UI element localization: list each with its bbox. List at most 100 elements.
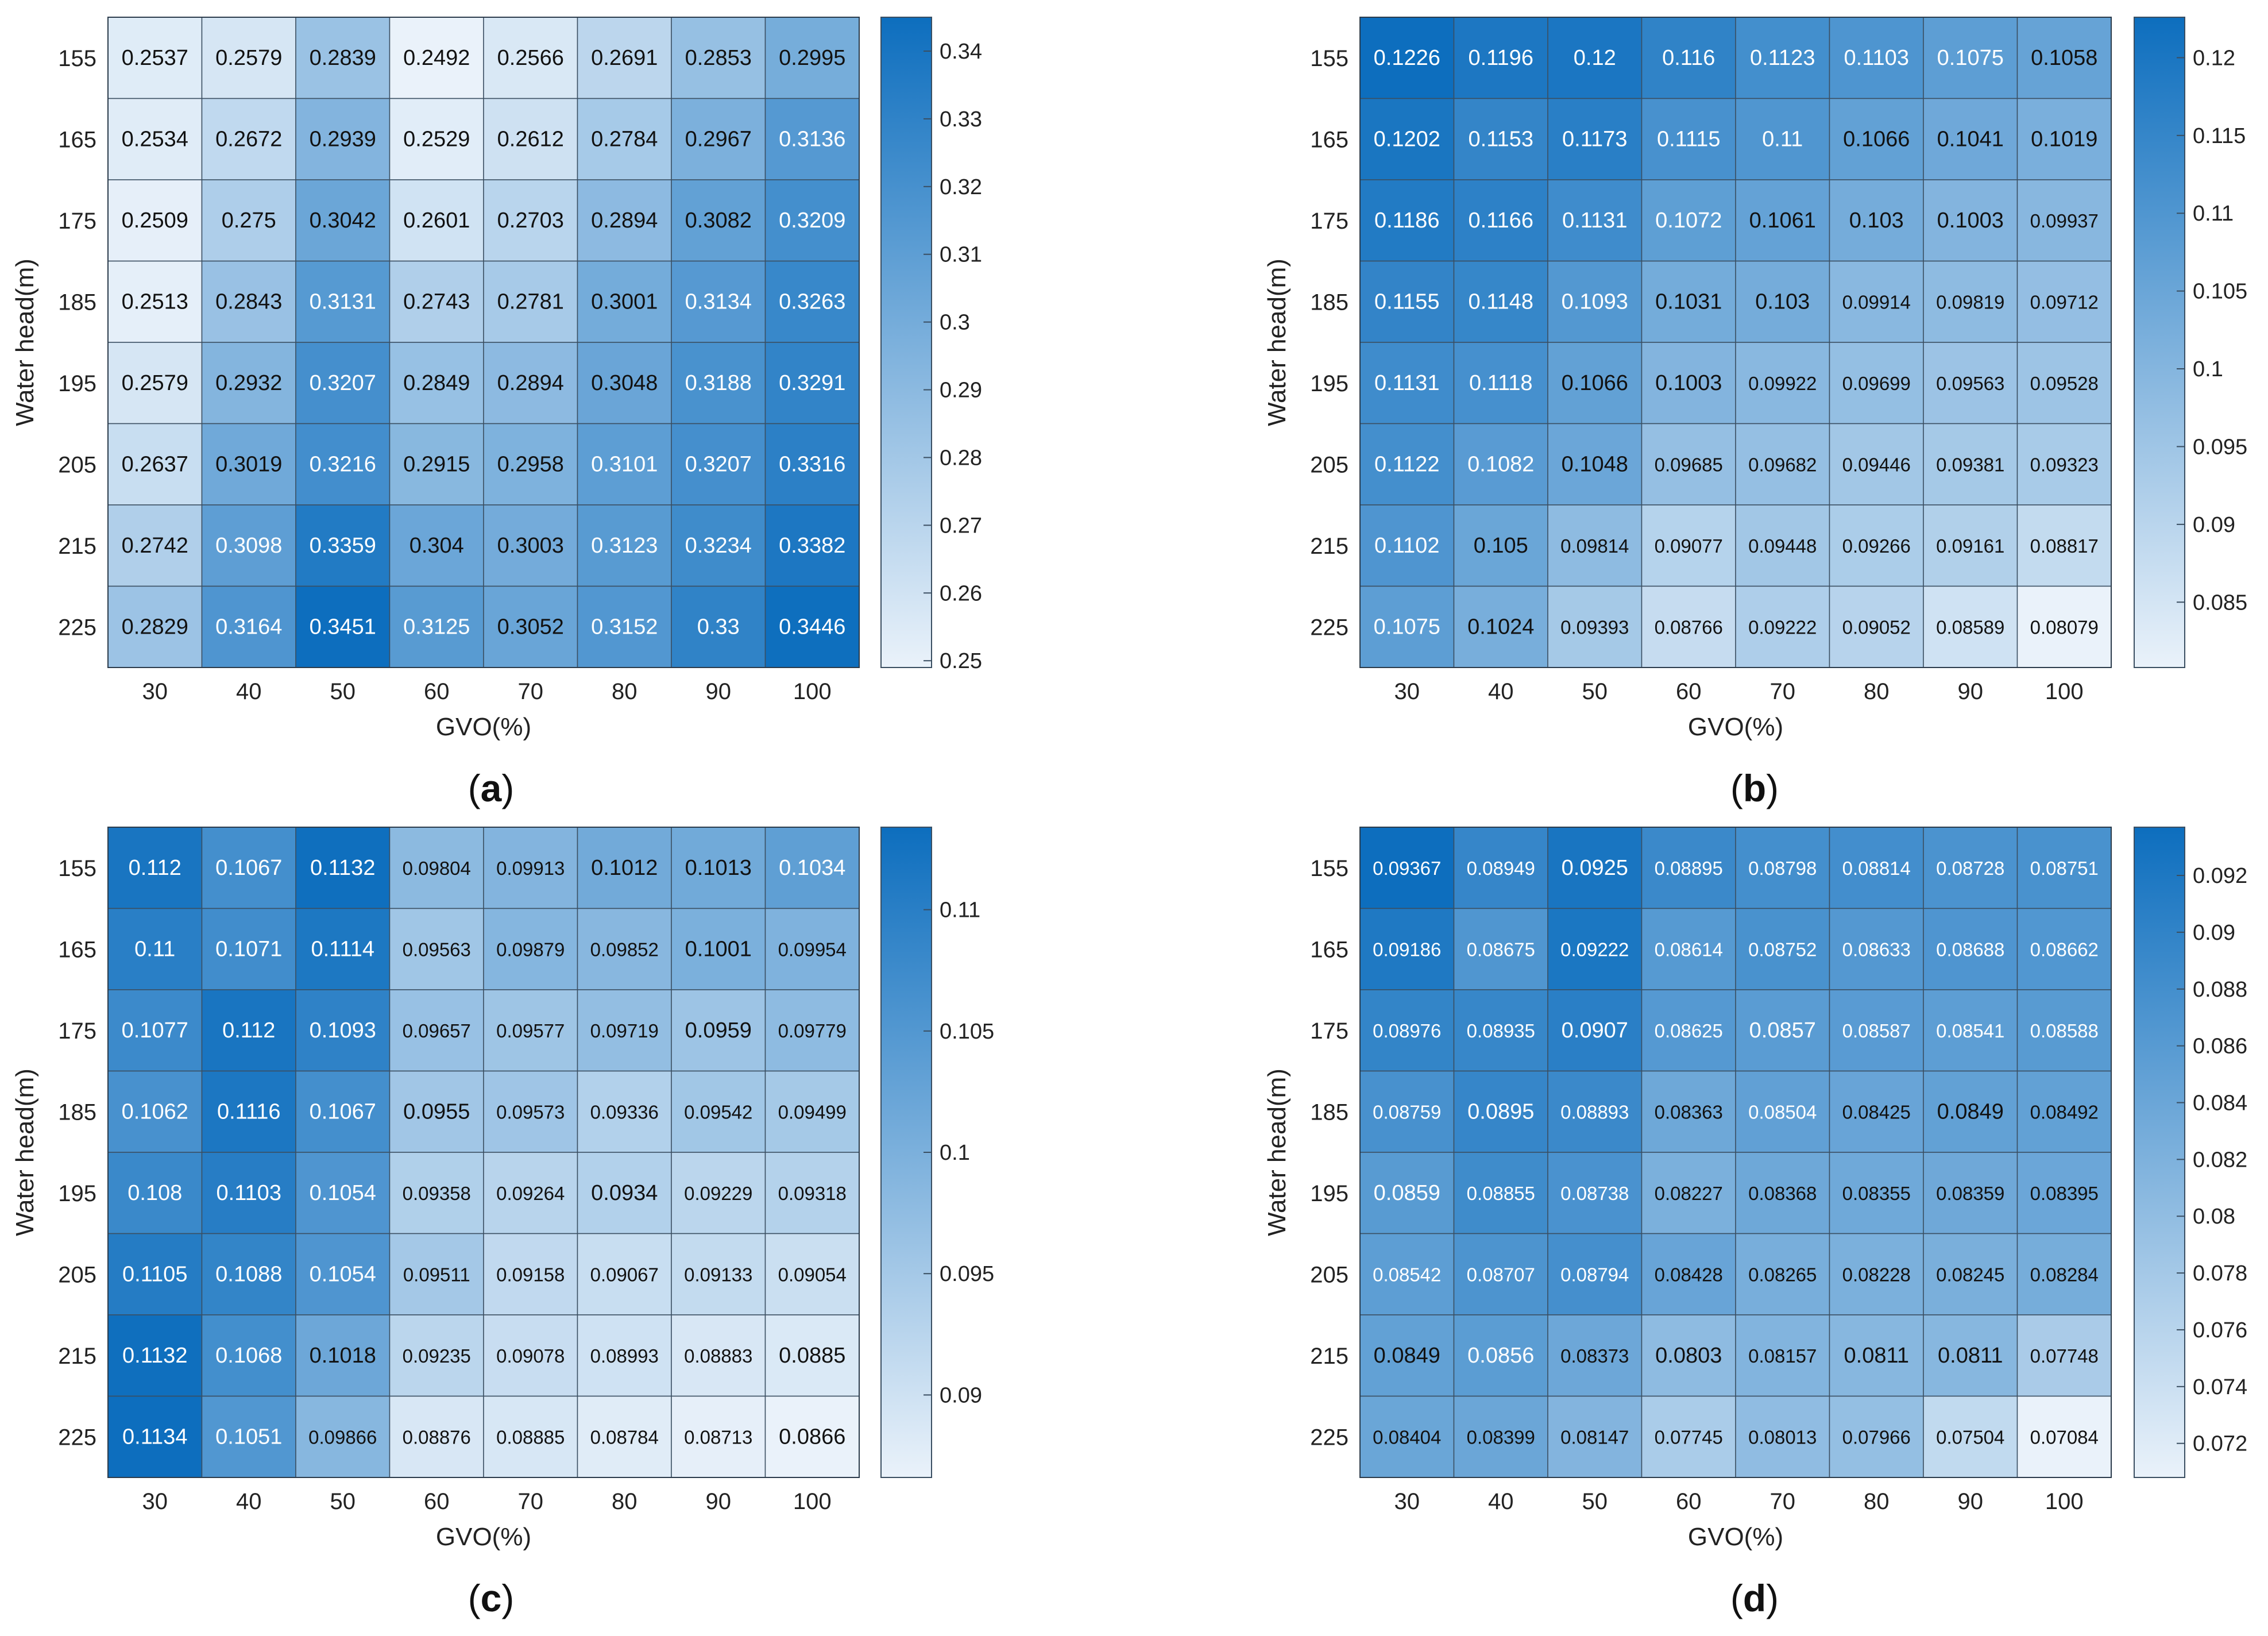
colorbar-tick-label: 0.12 <box>2193 46 2235 70</box>
y-axis-title: Water head(m) <box>11 1068 39 1236</box>
cell-value-label: 0.09264 <box>496 1183 565 1204</box>
y-tick-label: 215 <box>58 534 96 559</box>
heatmap-cell <box>483 342 578 425</box>
heatmap-cell <box>1359 1314 1455 1397</box>
colorbar-tick-label: 0.09 <box>2193 921 2235 945</box>
cell-value-label: 0.08713 <box>684 1426 752 1448</box>
y-tick-label: 205 <box>1310 452 1349 477</box>
y-tick-label: 215 <box>58 1344 96 1369</box>
cell-value-label: 0.1001 <box>685 937 752 961</box>
heatmap-cell <box>295 908 391 990</box>
heatmap-cell <box>1923 989 2018 1072</box>
cell-value-label: 0.1132 <box>310 856 375 880</box>
cell-value-label: 0.2958 <box>497 452 564 476</box>
cell-value-label: 0.1173 <box>1562 127 1627 151</box>
heatmap-cell <box>389 260 484 343</box>
heatmap-cell <box>389 1395 484 1478</box>
cell-value-label: 0.09158 <box>496 1264 565 1285</box>
colorbar-tick-label: 0.095 <box>2193 435 2247 459</box>
cell-value-label: 0.09336 <box>590 1101 659 1122</box>
x-tick-label: 40 <box>1488 1489 1514 1514</box>
heatmap-cell <box>577 989 672 1072</box>
heatmap-cell <box>1547 179 1643 262</box>
cell-value-label: 0.09235 <box>403 1345 471 1367</box>
cell-value-label: 0.09229 <box>684 1183 752 1204</box>
heatmap-cell <box>1641 908 1736 990</box>
heatmap-cell <box>389 1152 484 1234</box>
cell-value-label: 0.3101 <box>591 452 658 476</box>
colorbar-tick-label: 0.3 <box>940 311 970 335</box>
heatmap-cell <box>1453 1314 1548 1397</box>
cell-value-label: 0.08976 <box>1373 1020 1441 1041</box>
heatmap-cell <box>1829 179 1924 262</box>
cell-value-label: 0.08363 <box>1655 1101 1723 1122</box>
heatmap-cell <box>295 423 391 506</box>
x-tick-label: 60 <box>424 679 450 704</box>
cell-value-label: 0.2932 <box>215 371 282 395</box>
cell-value-label: 0.1153 <box>1469 127 1533 151</box>
y-tick-label: 205 <box>1310 1262 1349 1287</box>
heatmap-cell <box>1641 1314 1736 1397</box>
heatmap-cell <box>577 342 672 425</box>
x-tick-label: 90 <box>706 679 732 704</box>
cell-value-label: 0.112 <box>129 856 181 880</box>
heatmap-cell <box>1923 260 2018 343</box>
cell-value-label: 0.2601 <box>403 209 470 233</box>
heatmap-cell <box>483 989 578 1072</box>
colorbar-tick-label: 0.33 <box>940 107 982 132</box>
cell-value-label: 0.1062 <box>122 1099 188 1124</box>
x-tick-label: 60 <box>1676 1489 1702 1514</box>
heatmap-cell <box>389 17 484 99</box>
heatmap-cell <box>295 504 391 587</box>
y-tick-label: 175 <box>58 1018 96 1044</box>
cell-value-label: 0.0925 <box>1562 856 1628 880</box>
heatmap-cell <box>671 827 766 909</box>
cell-value-label: 0.2894 <box>497 371 564 395</box>
cell-value-label: 0.08542 <box>1373 1264 1441 1285</box>
cell-value-label: 0.2534 <box>122 127 188 151</box>
cell-value-label: 0.08633 <box>1842 939 1911 960</box>
cell-value-label: 0.2784 <box>591 127 658 151</box>
heatmap-cell <box>2016 989 2112 1072</box>
heatmap-cell <box>1829 1070 1924 1153</box>
heatmap-cell <box>201 1070 296 1153</box>
heatmap-panel-d: 0.09367 0.08949 0.0925 0.08895 0.08798 0.0881… <box>1263 827 2247 1619</box>
cell-value-label: 0.08855 <box>1467 1183 1535 1204</box>
cell-value-label: 0.1018 <box>310 1344 376 1368</box>
cell-value-label: 0.0803 <box>1655 1344 1722 1368</box>
cell-value-label: 0.11 <box>134 937 175 961</box>
heatmap-cell <box>1547 504 1643 587</box>
cell-value-label: 0.08707 <box>1467 1264 1535 1285</box>
cell-value-label: 0.3207 <box>685 452 752 476</box>
heatmap-cell <box>1923 1395 2018 1478</box>
cell-value-label: 0.08759 <box>1373 1101 1441 1122</box>
x-tick-label: 30 <box>1394 1489 1420 1514</box>
heatmap-cell <box>107 17 203 99</box>
heatmap-panel-c: 0.112 0.1067 0.1132 0.09804 0.09913 0.1012 0.1… <box>11 827 994 1619</box>
cell-value-label: 0.0895 <box>1467 1099 1534 1124</box>
cell-value-label: 0.2939 <box>310 127 376 151</box>
cell-value-label: 0.08425 <box>1842 1101 1911 1122</box>
cell-value-label: 0.304 <box>409 534 464 558</box>
cell-value-label: 0.0811 <box>1844 1344 1909 1368</box>
heatmap-cell <box>1453 260 1548 343</box>
heatmap-cell <box>1923 1233 2018 1315</box>
heatmap-cell <box>201 827 296 909</box>
cell-value-label: 0.3446 <box>779 615 845 639</box>
cell-value-label: 0.3207 <box>310 371 376 395</box>
x-tick-label: 30 <box>1394 679 1420 704</box>
panel-label-letter: b <box>1743 767 1766 809</box>
heatmap-cell <box>1735 98 1830 180</box>
heatmap-cell <box>1547 342 1643 425</box>
cell-value-label: 0.1054 <box>310 1181 376 1205</box>
cell-value-label: 0.09954 <box>778 939 847 960</box>
heatmap-cell <box>1453 1070 1548 1153</box>
colorbar-tick-label: 0.32 <box>940 175 982 199</box>
heatmap-cell <box>1923 585 2018 668</box>
cell-value-label: 0.08728 <box>1936 858 2004 879</box>
cell-value-label: 0.08876 <box>403 1426 471 1448</box>
heatmap-cell <box>1641 1070 1736 1153</box>
heatmap-cell <box>1547 989 1643 1072</box>
heatmap-cell <box>201 989 296 1072</box>
cell-value-label: 0.1071 <box>215 937 282 961</box>
